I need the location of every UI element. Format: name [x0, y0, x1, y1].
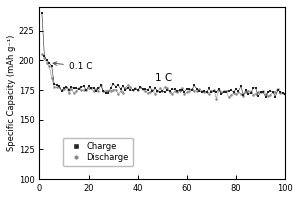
Legend: Charge, Discharge: Charge, Discharge	[63, 138, 133, 166]
Text: 1 C: 1 C	[155, 73, 172, 83]
Y-axis label: Specific Capacity (mAh g⁻¹): Specific Capacity (mAh g⁻¹)	[7, 35, 16, 151]
Text: 0.1 C: 0.1 C	[53, 62, 92, 71]
